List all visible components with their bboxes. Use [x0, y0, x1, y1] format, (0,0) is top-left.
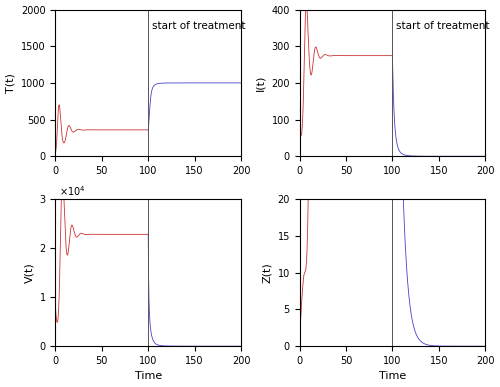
Y-axis label: V(t): V(t) — [24, 262, 34, 283]
X-axis label: Time: Time — [134, 372, 162, 382]
Text: $\times 10^4$: $\times 10^4$ — [59, 184, 86, 198]
Y-axis label: Z(t): Z(t) — [262, 262, 272, 283]
Text: start of treatment: start of treatment — [152, 21, 246, 31]
Text: start of treatment: start of treatment — [396, 21, 490, 31]
Y-axis label: T(t): T(t) — [6, 73, 16, 93]
Y-axis label: I(t): I(t) — [256, 75, 266, 91]
X-axis label: Time: Time — [379, 372, 406, 382]
